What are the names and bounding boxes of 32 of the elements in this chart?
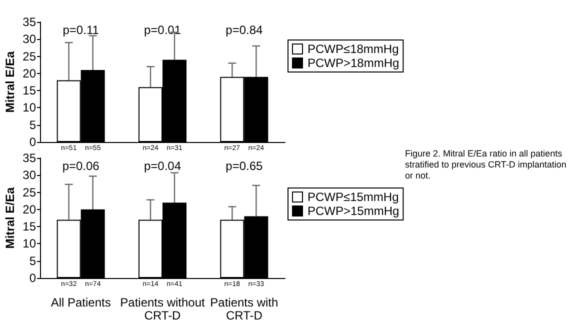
y-tick-label: 0 [29, 271, 36, 285]
annotation: p=0.65 [226, 159, 264, 173]
y-tick-label: 25 [22, 49, 36, 64]
legend-label: PCWP>15mmHg [308, 204, 400, 218]
caption: Figure 2. Mitral E/Ea ratio in all patients stratified to previous CRT-D implantation or not. [405, 148, 569, 180]
y-axis-title: Mitral E/Ea [3, 51, 17, 113]
y-tick-label: 0 [29, 135, 36, 149]
annotation: p=0.11 [62, 23, 100, 37]
annotation: p=0.06 [62, 159, 100, 173]
legend-label: PCWP>18mmHg [308, 56, 400, 70]
y-tick-label: 15 [22, 220, 36, 234]
y-tick-label: 30 [22, 32, 36, 46]
y-tick-label: 10 [22, 236, 36, 251]
y-tick-label: 5 [29, 254, 36, 268]
y-tick-label: 20 [22, 202, 36, 216]
y-axis-title: Mitral E/Ea [3, 187, 17, 249]
x-tick-label: Patients without CRT-D [120, 296, 206, 322]
annotation: p=0.84 [226, 23, 264, 37]
y-tick-label: 25 [22, 185, 36, 200]
y-tick-label: 35 [22, 151, 36, 165]
y-tick-label: 30 [22, 168, 36, 182]
y-tick-label: 20 [22, 66, 36, 80]
annotation: p=0.01 [144, 23, 182, 37]
annotation: p=0.04 [144, 159, 182, 173]
y-tick-label: 35 [22, 15, 36, 29]
y-tick-label: 10 [22, 100, 36, 115]
legend-label: PCWP≤18mmHg [308, 42, 399, 56]
legend-label: PCWP≤15mmHg [308, 190, 399, 204]
y-tick-label: 5 [29, 118, 36, 132]
x-tick-label: Patients with CRT-D [210, 296, 278, 322]
y-tick-label: 15 [22, 84, 36, 98]
x-tick-label: All Patients [50, 296, 111, 310]
